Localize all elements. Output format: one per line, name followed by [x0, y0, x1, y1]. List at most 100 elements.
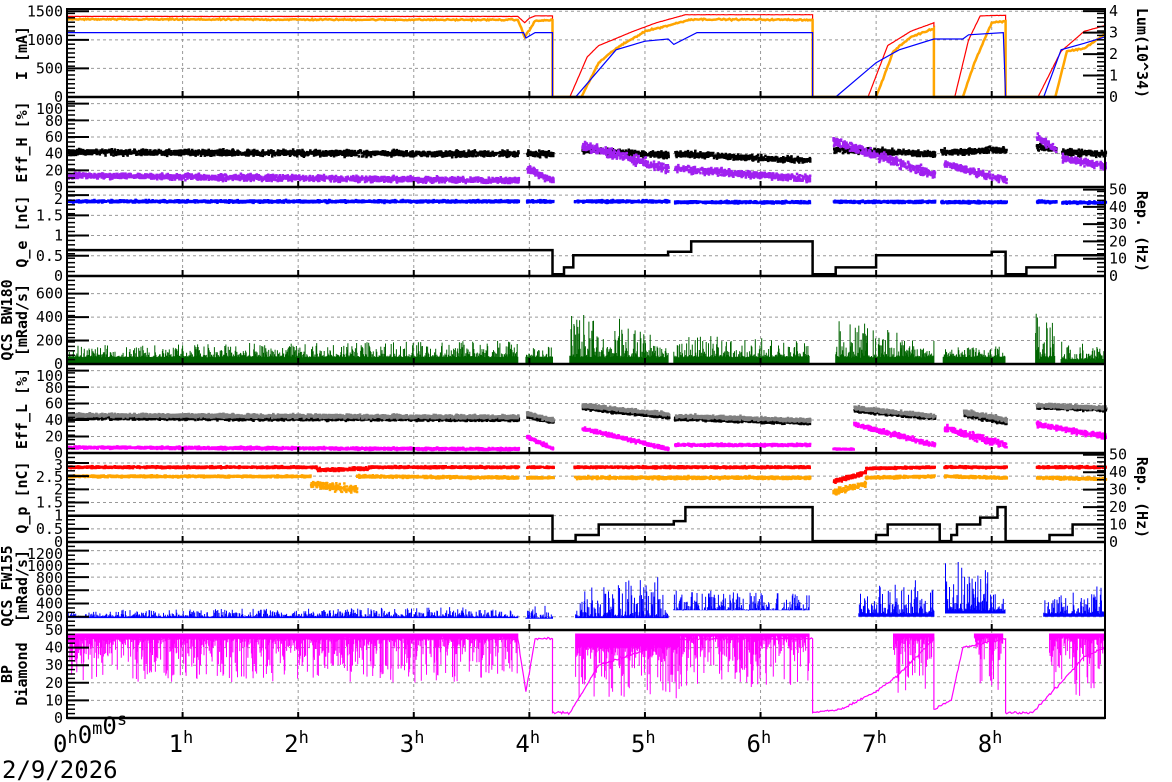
y-axis-title-bp: BPDiamond: [0, 642, 31, 705]
y-tick-label-effh: 80: [45, 112, 63, 130]
right-tick-label-qp: 30: [1109, 481, 1127, 499]
y-tick-label-effl: 100: [36, 367, 63, 385]
y-tick-label-qp: 3: [54, 456, 63, 474]
series-current-her-current: [67, 13, 1106, 98]
x-tick-label: 5h: [631, 728, 656, 758]
y-axis-title-qe: Q_e [nC]: [13, 195, 31, 267]
y-tick-label-qp: 2.5: [36, 468, 63, 486]
y-tick-label-fw155: 800: [36, 569, 63, 587]
right-tick-label-current: 1: [1109, 67, 1118, 85]
x-tick-label: 2h: [284, 728, 309, 758]
y-tick-label-bp: 30: [45, 656, 63, 674]
axis-labels: Lum(10^34) I [mA] Eff_H [%] Rep. (Hz) Q_e [n…: [0, 2, 1151, 782]
y-tick-label-fw155: 1200: [27, 545, 63, 563]
y-axis-title-current: I [mA]: [13, 26, 31, 80]
y-tick-label-effh: 60: [45, 128, 63, 146]
right-axis-title-qe: Rep. (Hz): [1133, 191, 1151, 272]
series-effl-effl-gray: [67, 402, 1107, 424]
y-tick-label-qp: 0.5: [36, 520, 63, 538]
right-tick-label-qe: 30: [1109, 215, 1127, 233]
y-tick-label-current: 500: [36, 59, 63, 77]
x-tick-label: 6h: [747, 728, 772, 758]
right-axis-title-qp: Rep. (Hz): [1133, 457, 1151, 538]
series-current-ler-current: [66, 16, 1106, 99]
y-tick-label-effl: 0: [54, 444, 63, 462]
y-tick-label-current: 1500: [27, 2, 63, 20]
x-axis-date-label: 2/9/2026: [2, 756, 118, 782]
y-tick-label-effl: 40: [45, 411, 63, 429]
y-tick-label-qe: 1.5: [36, 206, 63, 224]
y-tick-label-fw155: 400: [36, 595, 63, 613]
y-tick-label-bw180: 600: [36, 285, 63, 303]
y-tick-label-effh: 100: [36, 100, 63, 118]
right-tick-label-qp: 40: [1109, 463, 1127, 481]
right-tick-label-qe: 0: [1109, 267, 1118, 285]
y-tick-label-effh: 0: [54, 178, 63, 196]
y-tick-label-bp: 20: [45, 674, 63, 692]
axes: [66, 8, 1106, 720]
y-tick-label-qe: 1: [54, 227, 63, 245]
series-effh-effh-purple: [67, 132, 1107, 185]
series-qp-qp-orange: [67, 473, 1108, 496]
x-tick-label: 1h: [169, 728, 194, 758]
right-tick-label-qp: 50: [1109, 446, 1127, 464]
y-tick-label-bp: 50: [45, 621, 63, 639]
y-tick-label-bp: 40: [45, 639, 63, 657]
y-tick-label-qp: 0: [54, 533, 63, 551]
y-tick-label-qp: 1: [54, 507, 63, 525]
y-tick-label-bw180: 0: [54, 355, 63, 373]
series-qe-her-rep-rate: [67, 240, 1105, 276]
y-tick-label-effl: 60: [45, 395, 63, 413]
y-tick-label-current: 0: [54, 88, 63, 106]
y-tick-label-bp: 0: [54, 709, 63, 727]
right-tick-label-current: 3: [1109, 24, 1118, 42]
y-tick-label-qp: 2: [54, 480, 63, 498]
series-bp-bp-diamond-spikes: [66, 633, 1105, 699]
y-tick-label-bp: 10: [45, 691, 63, 709]
series-current-luminosity: [67, 31, 1106, 98]
y-axis-title-qp: Q_p [nC]: [13, 461, 31, 533]
right-tick-label-qp: 10: [1109, 516, 1127, 534]
series-bw180-qcs-bw180: [66, 313, 1105, 364]
right-tick-label-qe: 40: [1109, 198, 1127, 216]
series-effl-effl-black: [67, 404, 1108, 426]
y-tick-label-effh: 20: [45, 161, 63, 179]
y-tick-label-fw155: 600: [36, 581, 63, 599]
y-tick-label-qp: 1.5: [36, 494, 63, 512]
y-tick-label-effl: 80: [45, 379, 63, 397]
right-tick-label-current: 0: [1109, 88, 1118, 106]
plot-frame: [66, 8, 1106, 719]
y-tick-label-bw180: 200: [36, 332, 63, 350]
series-qe-qe: [67, 198, 1108, 206]
right-tick-label-current: 4: [1109, 2, 1118, 20]
y-axis-title-effl: Eff_L [%]: [13, 368, 31, 449]
y-axis-title-effh: Eff_H [%]: [13, 101, 31, 182]
data-marks: [66, 13, 1108, 716]
right-tick-label-qe: 50: [1109, 181, 1127, 199]
x-tick-label: 8h: [978, 728, 1003, 758]
right-tick-label-qp: 0: [1109, 533, 1118, 551]
y-tick-label-current: 1000: [27, 31, 63, 49]
y-axis-title-fw155: QCS FW155[mRad/s]: [0, 545, 31, 626]
x-tick-label: 7h: [862, 728, 887, 758]
right-tick-label-qp: 20: [1109, 498, 1127, 516]
y-tick-label-effh: 40: [45, 145, 63, 163]
x-tick-label: 4h: [515, 728, 540, 758]
y-tick-label-qe: 0: [54, 267, 63, 285]
x-tick-label: 0h0m0s: [53, 710, 127, 758]
y-tick-label-effl: 20: [45, 428, 63, 446]
y-tick-label-bw180: 400: [36, 308, 63, 326]
x-tick-label: 3h: [400, 728, 425, 758]
right-tick-label-qe: 10: [1109, 250, 1127, 268]
series-qp-qp-red: [67, 464, 1107, 484]
right-tick-label-qe: 20: [1109, 232, 1127, 250]
right-axis-title-current: Lum(10^34): [1133, 8, 1151, 98]
y-tick-label-fw155: 1000: [27, 557, 63, 575]
series-effl-effl-magenta: [67, 420, 1107, 452]
y-tick-label-qe: 2: [54, 190, 63, 208]
y-tick-label-fw155: 200: [36, 608, 63, 626]
series-qp-ler-rep-rate: [67, 505, 1105, 543]
right-tick-label-current: 2: [1109, 45, 1118, 63]
y-tick-label-qe: 0.5: [36, 247, 63, 265]
